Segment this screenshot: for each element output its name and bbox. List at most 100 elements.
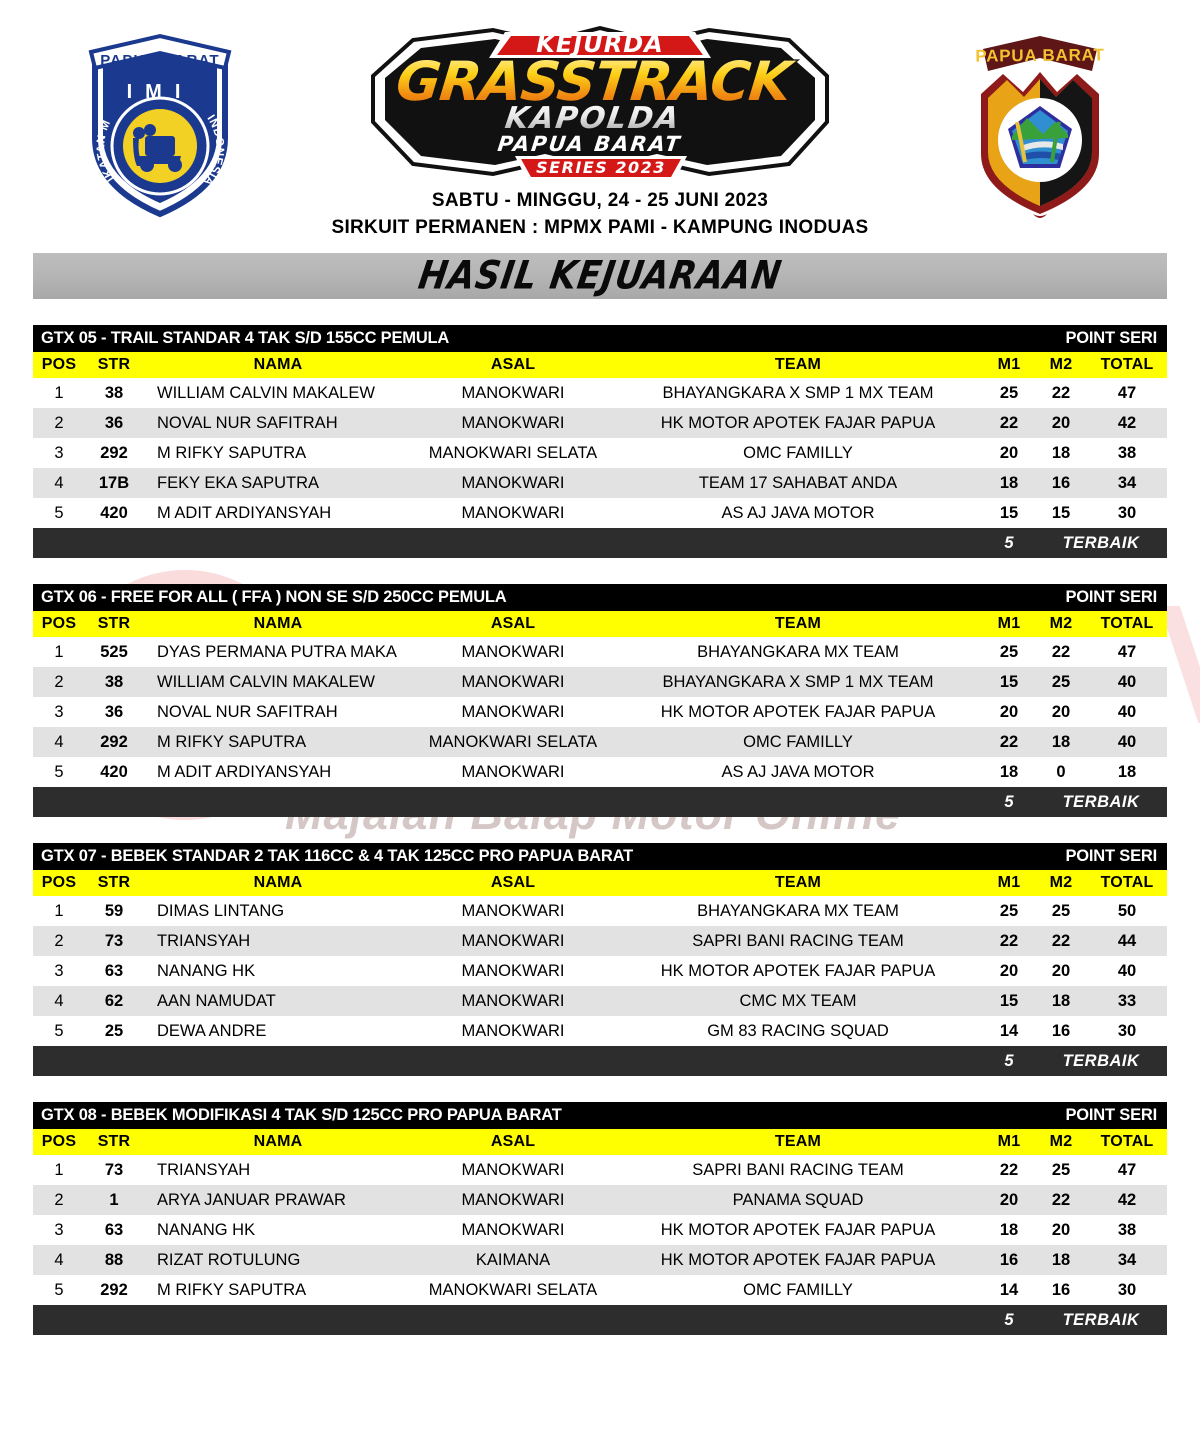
class-header-bar: GTX 06 - FREE FOR ALL ( FFA ) NON SE S/D… [33, 584, 1167, 611]
results-table: POS STR NAMA ASAL TEAM M1 M2 TOTAL 1 525 DYAS PERM… [33, 611, 1167, 787]
svg-text:PAPUA BARAT: PAPUA BARAT [975, 45, 1105, 65]
cell-m1: 15 [999, 503, 1019, 522]
column-header-str: STR [85, 611, 143, 637]
cell-nama: M ADIT ARDIYANSYAH [157, 762, 332, 781]
table-header-row: POS STR NAMA ASAL TEAM M1 M2 TOTAL [33, 352, 1167, 378]
cell-m2: 20 [1051, 1220, 1071, 1239]
cell-total: 40 [1117, 732, 1137, 751]
logo-kapolda-text: KAPOLDA [503, 101, 683, 136]
cell-pos: 5 [54, 1280, 64, 1299]
cell-str: 63 [104, 961, 124, 980]
cell-asal: MANOKWARI [461, 383, 565, 402]
cell-m1: 18 [999, 762, 1019, 781]
cell-total: 30 [1117, 503, 1137, 522]
cell-pos: 3 [54, 961, 64, 980]
vintage-car-icon [133, 124, 182, 172]
cell-m2: 18 [1051, 732, 1071, 751]
cell-str: 17B [98, 473, 130, 492]
cell-nama: DYAS PERMANA PUTRA MAKA [157, 642, 397, 661]
point-seri-label: POINT SERI [1065, 847, 1157, 865]
cell-str: 63 [104, 1220, 124, 1239]
cell-pos: 4 [54, 991, 64, 1010]
cell-asal: MANOKWARI [461, 762, 565, 781]
result-block: GTX 05 - TRAIL STANDAR 4 TAK S/D 155CC P… [33, 325, 1167, 558]
cell-pos: 1 [54, 383, 64, 402]
cell-team: AS AJ JAVA MOTOR [721, 503, 875, 522]
column-header-str: STR [85, 1129, 143, 1155]
column-header-nama: NAMA [143, 611, 413, 637]
imi-papua-barat-logo: PAPUA BARAT IMI IKATAN MOTOR INDONESIA [75, 18, 232, 218]
cell-m2: 22 [1051, 931, 1071, 950]
event-logo-container: KEJURDA GRASSTRACK KAPOLDA PAPUA BARAT [260, 18, 940, 239]
cell-str: 292 [100, 732, 128, 751]
best-count: 5 [1004, 1051, 1014, 1070]
best-label: TERBAIK [1062, 1310, 1140, 1329]
table-row: 4 62 AAN NAMUDAT MANOKWARI CMC MX TEAM 15 18 33 [33, 986, 1167, 1016]
polda-papua-barat-logo: PAPUA BARAT [975, 32, 1105, 218]
cell-nama: NANANG HK [157, 1220, 256, 1239]
cell-m1: 25 [999, 901, 1019, 920]
cell-pos: 4 [54, 732, 64, 751]
cell-m2: 22 [1051, 383, 1071, 402]
cell-nama: NOVAL NUR SAFITRAH [157, 413, 338, 432]
cell-m2: 15 [1051, 503, 1071, 522]
cell-str: 1 [109, 1190, 119, 1209]
table-row: 2 73 TRIANSYAH MANOKWARI SAPRI BANI RACING T… [33, 926, 1167, 956]
cell-team: PANAMA SQUAD [732, 1190, 864, 1209]
column-header-total: TOTAL [1087, 352, 1167, 378]
table-row: 5 420 M ADIT ARDIYANSYAH MANOKWARI AS AJ JAV… [33, 498, 1167, 528]
cell-asal: MANOKWARI SELATA [428, 1280, 598, 1299]
cell-asal: MANOKWARI [461, 1021, 565, 1040]
cell-team: OMC FAMILLY [743, 732, 853, 751]
cell-str: 62 [104, 991, 124, 1010]
cell-total: 47 [1117, 383, 1137, 402]
column-header-team: TEAM [613, 870, 983, 896]
cell-pos: 5 [54, 1021, 64, 1040]
column-header-m1: M1 [983, 611, 1035, 637]
cell-pos: 2 [54, 931, 64, 950]
svg-text:IMI: IMI [127, 81, 194, 103]
cell-pos: 2 [54, 1190, 64, 1209]
cell-total: 50 [1117, 901, 1137, 920]
cell-total: 42 [1117, 413, 1137, 432]
cell-str: 88 [104, 1250, 124, 1269]
cell-total: 40 [1117, 702, 1137, 721]
page-header: PAPUA BARAT IMI IKATAN MOTOR INDONESIA [0, 0, 1200, 245]
cell-team: BHAYANGKARA MX TEAM [697, 901, 899, 920]
logo-grasstrack-text: GRASSTRACK [393, 50, 798, 113]
column-header-pos: POS [33, 1129, 85, 1155]
cell-m1: 25 [999, 383, 1019, 402]
table-row: 5 420 M ADIT ARDIYANSYAH MANOKWARI AS AJ JAV… [33, 757, 1167, 787]
cell-m1: 14 [999, 1280, 1019, 1299]
cell-nama: AAN NAMUDAT [157, 991, 276, 1010]
column-header-str: STR [85, 352, 143, 378]
column-header-pos: POS [33, 352, 85, 378]
cell-m1: 16 [999, 1250, 1019, 1269]
column-header-team: TEAM [613, 611, 983, 637]
cell-team: BHAYANGKARA X SMP 1 MX TEAM [662, 672, 934, 691]
class-footer-bar: 5 TERBAIK [33, 787, 1167, 817]
cell-asal: MANOKWARI SELATA [428, 732, 598, 751]
grasstrack-kapolda-event-logo: KEJURDA GRASSTRACK KAPOLDA PAPUA BARAT [371, 25, 829, 180]
column-header-nama: NAMA [143, 870, 413, 896]
cell-str: 73 [104, 931, 124, 950]
cell-team: HK MOTOR APOTEK FAJAR PAPUA [660, 1250, 936, 1269]
cell-nama: DEWA ANDRE [157, 1021, 267, 1040]
cell-m2: 18 [1051, 1250, 1071, 1269]
event-venue: SIRKUIT PERMANEN : MPMX PAMI - KAMPUNG I… [331, 217, 869, 238]
best-label: TERBAIK [1062, 1051, 1140, 1070]
column-header-m1: M1 [983, 870, 1035, 896]
cell-total: 40 [1117, 961, 1137, 980]
cell-m1: 15 [999, 672, 1019, 691]
cell-total: 34 [1117, 473, 1137, 492]
column-header-m2: M2 [1035, 870, 1087, 896]
column-header-team: TEAM [613, 1129, 983, 1155]
table-row: 5 292 M RIFKY SAPUTRA MANOKWARI SELATA OMC F… [33, 1275, 1167, 1305]
class-header-bar: GTX 07 - BEBEK STANDAR 2 TAK 116CC & 4 T… [33, 843, 1167, 870]
cell-m1: 20 [999, 1190, 1019, 1209]
best-count: 5 [1004, 533, 1014, 552]
cell-str: 525 [100, 642, 128, 661]
cell-team: HK MOTOR APOTEK FAJAR PAPUA [660, 1220, 936, 1239]
result-block: GTX 07 - BEBEK STANDAR 2 TAK 116CC & 4 T… [33, 843, 1167, 1076]
cell-nama: M ADIT ARDIYANSYAH [157, 503, 332, 522]
